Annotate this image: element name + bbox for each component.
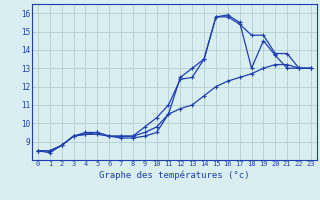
- X-axis label: Graphe des températures (°c): Graphe des températures (°c): [99, 170, 250, 180]
